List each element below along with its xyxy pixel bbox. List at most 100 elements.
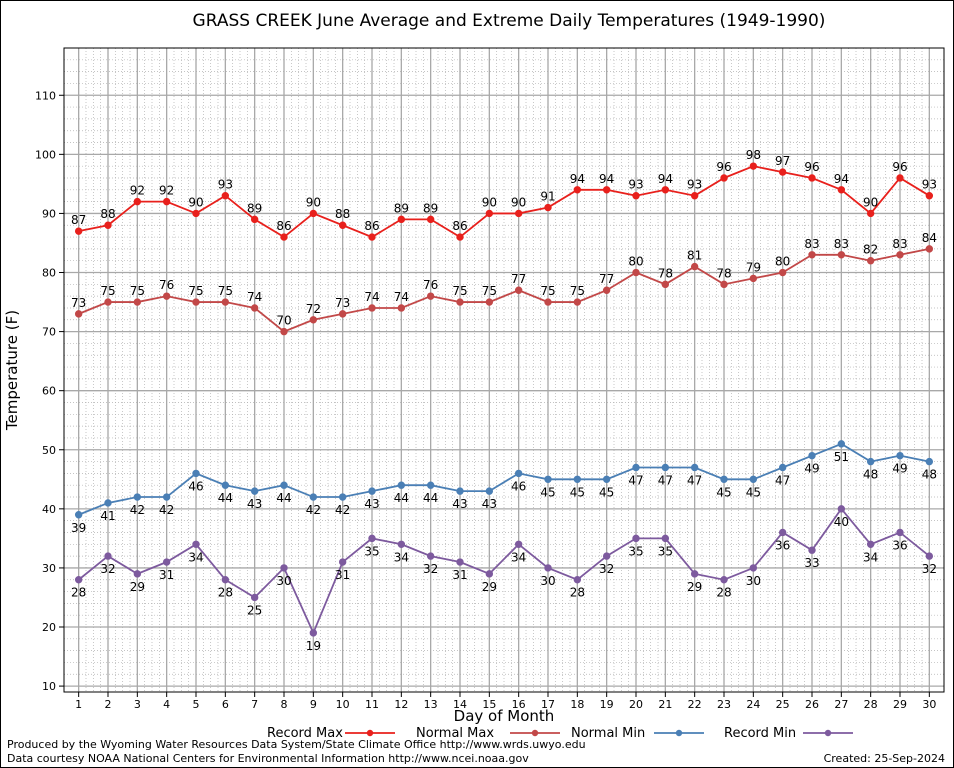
series-record-max: 87 88 92 92 90 93 89 86 90 88 86 89 89 86 90 90 91 94 94 93… — [71, 148, 937, 241]
data-point — [456, 233, 464, 241]
data-label: 80 — [775, 255, 790, 269]
legend-marker — [675, 729, 683, 737]
data-point — [514, 286, 523, 294]
y-tick-label: 80 — [42, 267, 56, 280]
data-label: 34 — [511, 550, 526, 564]
data-point — [896, 251, 904, 259]
data-point — [808, 174, 816, 182]
x-tick-label: 14 — [453, 698, 467, 711]
legend-marker — [531, 729, 539, 737]
data-label: 35 — [628, 544, 643, 558]
data-label: 44 — [218, 491, 233, 505]
legend-label: Normal Max — [416, 726, 494, 741]
data-label: 75 — [218, 284, 233, 298]
data-label: 44 — [276, 491, 291, 505]
x-tick-label: 23 — [717, 698, 731, 711]
data-point — [690, 262, 699, 271]
y-tick-label: 100 — [35, 148, 56, 161]
data-point — [514, 469, 523, 478]
legend-marker — [824, 729, 832, 737]
data-point — [309, 629, 318, 637]
data-point — [368, 304, 376, 312]
data-label: 96 — [892, 160, 907, 174]
x-tick-label: 25 — [776, 698, 790, 711]
x-tick-label: 30 — [922, 698, 936, 711]
data-point — [368, 487, 376, 495]
x-tick-label: 13 — [424, 698, 438, 711]
data-label: 79 — [746, 260, 761, 274]
y-tick-label: 60 — [42, 385, 56, 398]
data-label: 29 — [130, 580, 145, 594]
x-axis: 1 2 3 4 5 6 7 8 9 10 11 12 13 14 15 16 17 18 19 20 21 22 23 24 2… — [75, 692, 936, 711]
series-record-min: 28 32 29 31 34 28 25 30 19 31 35 34 32 31 29 34 30 28 32 35… — [71, 505, 937, 653]
data-point — [162, 197, 171, 206]
x-tick-label: 20 — [629, 698, 643, 711]
data-point — [280, 233, 288, 241]
data-point — [925, 457, 934, 466]
data-point — [162, 493, 171, 501]
data-label: 34 — [394, 550, 409, 564]
data-label: 91 — [540, 190, 555, 204]
y-tick-label: 70 — [42, 326, 56, 339]
data-label: 78 — [658, 266, 673, 280]
data-label: 51 — [834, 450, 849, 464]
legend-label: Record Min — [724, 726, 796, 741]
data-label: 75 — [570, 284, 585, 298]
y-tick-label: 40 — [42, 503, 56, 516]
data-point — [338, 558, 347, 566]
data-label: 89 — [423, 201, 438, 215]
data-point — [104, 552, 112, 560]
data-point — [602, 475, 611, 484]
data-label: 75 — [540, 284, 555, 298]
data-point — [221, 481, 230, 489]
data-point — [280, 481, 288, 489]
series-line — [78, 247, 930, 333]
data-label: 44 — [394, 491, 409, 505]
data-label: 41 — [100, 509, 115, 523]
data-point — [661, 534, 670, 543]
data-point — [808, 546, 816, 554]
data-point — [632, 534, 640, 543]
data-point — [632, 268, 640, 277]
data-label: 32 — [599, 562, 614, 576]
data-label: 32 — [423, 562, 438, 576]
series-line — [78, 165, 930, 239]
data-point — [925, 245, 934, 253]
data-label: 19 — [306, 639, 321, 653]
data-point — [749, 274, 758, 283]
data-point — [778, 168, 787, 176]
y-axis: 10 20 30 40 50 60 70 80 90 100 110 — [35, 89, 64, 693]
data-point — [661, 280, 670, 289]
data-point — [74, 310, 83, 318]
data-label: 35 — [658, 544, 673, 558]
data-label: 70 — [276, 314, 291, 328]
data-label: 49 — [804, 462, 819, 476]
data-label: 28 — [570, 586, 585, 600]
data-label: 31 — [335, 568, 350, 582]
data-point — [837, 505, 846, 513]
x-tick-label: 21 — [658, 698, 672, 711]
data-point — [338, 310, 347, 318]
data-label: 82 — [863, 243, 878, 257]
data-label: 76 — [423, 278, 438, 292]
grid — [64, 47, 944, 692]
data-point — [426, 481, 435, 489]
data-label: 73 — [335, 296, 350, 310]
data-label: 88 — [335, 207, 350, 221]
data-label: 75 — [482, 284, 497, 298]
data-point — [485, 298, 494, 306]
data-label: 90 — [188, 195, 203, 209]
data-point — [162, 558, 171, 566]
data-point — [866, 256, 875, 265]
data-point — [573, 576, 582, 584]
data-point — [74, 576, 83, 584]
data-label: 74 — [247, 290, 262, 304]
y-tick-label: 30 — [42, 562, 56, 575]
data-label: 94 — [658, 172, 673, 186]
data-point — [309, 316, 318, 324]
data-point — [250, 304, 259, 312]
data-label: 42 — [159, 503, 174, 517]
data-point — [104, 499, 112, 507]
data-label: 93 — [687, 178, 702, 192]
x-tick-label: 5 — [193, 698, 200, 711]
